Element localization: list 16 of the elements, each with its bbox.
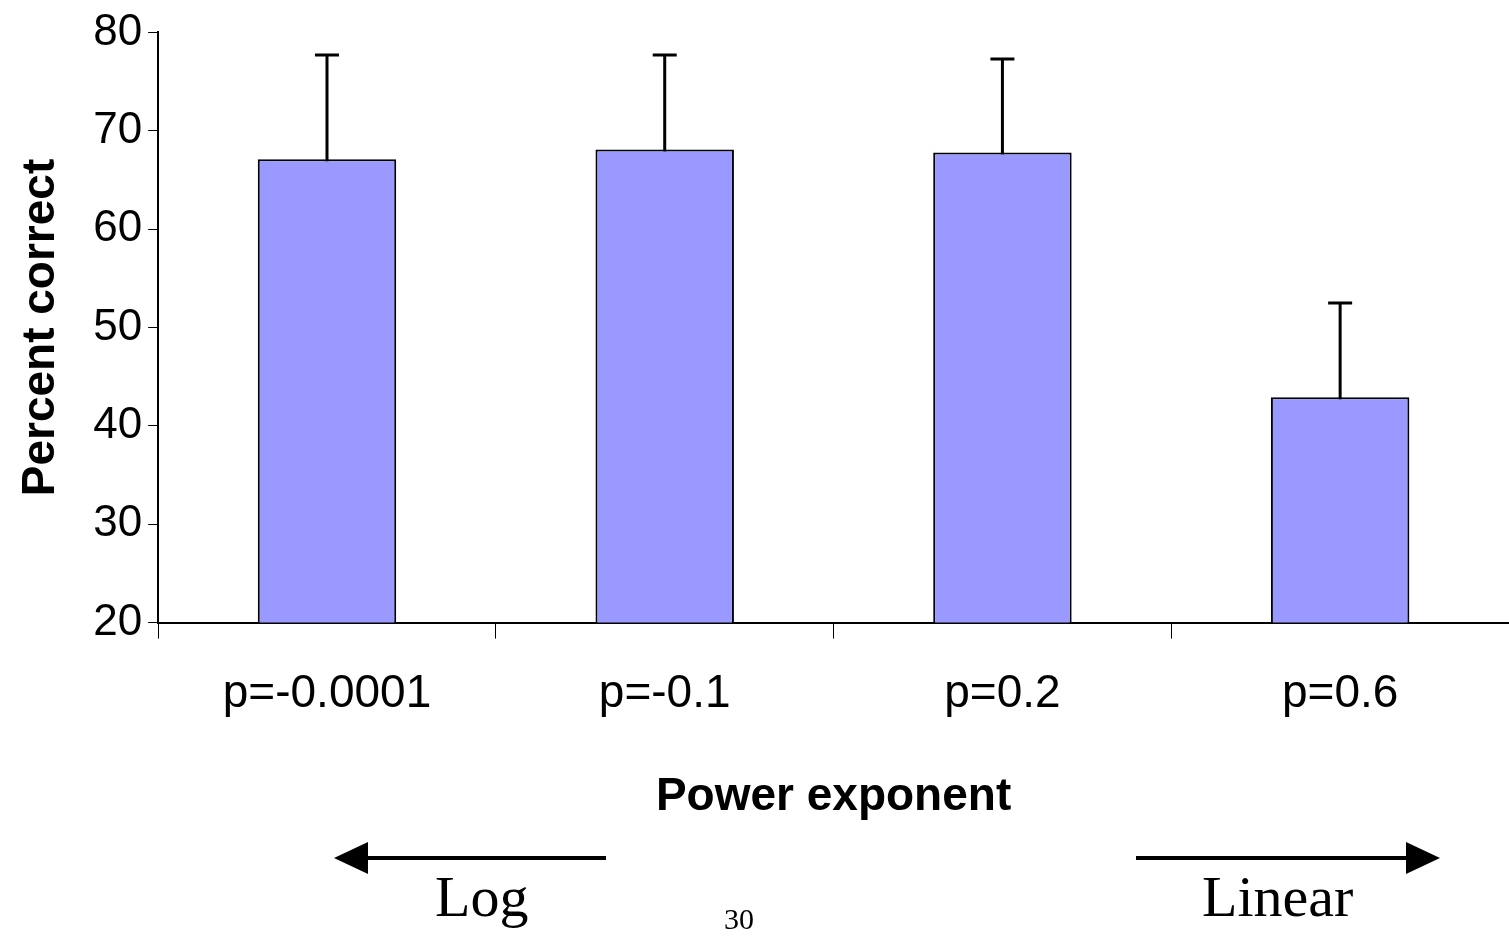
y-axis-title: Percent correct — [12, 158, 65, 497]
text: 30 — [724, 902, 754, 935]
text: Linear — [1202, 864, 1354, 929]
x-tick-label: p=-0.1 — [598, 664, 731, 717]
y-tick-label: 30 — [93, 496, 143, 546]
y-tick-label: 80 — [93, 4, 143, 54]
x-tick-label: p=0.2 — [944, 664, 1061, 717]
x-axis-title: Power exponent — [655, 768, 1012, 821]
y-tick-label: 70 — [93, 102, 143, 152]
y-tick-label: 40 — [93, 398, 143, 448]
x-tick-label: p=0.6 — [1281, 664, 1399, 717]
x-tick-label: p=-0.0001 — [222, 664, 432, 717]
text: Log — [435, 864, 529, 929]
y-tick-label: 50 — [93, 299, 143, 349]
y-tick-label: 20 — [93, 594, 143, 644]
y-tick-label: 60 — [93, 201, 143, 251]
